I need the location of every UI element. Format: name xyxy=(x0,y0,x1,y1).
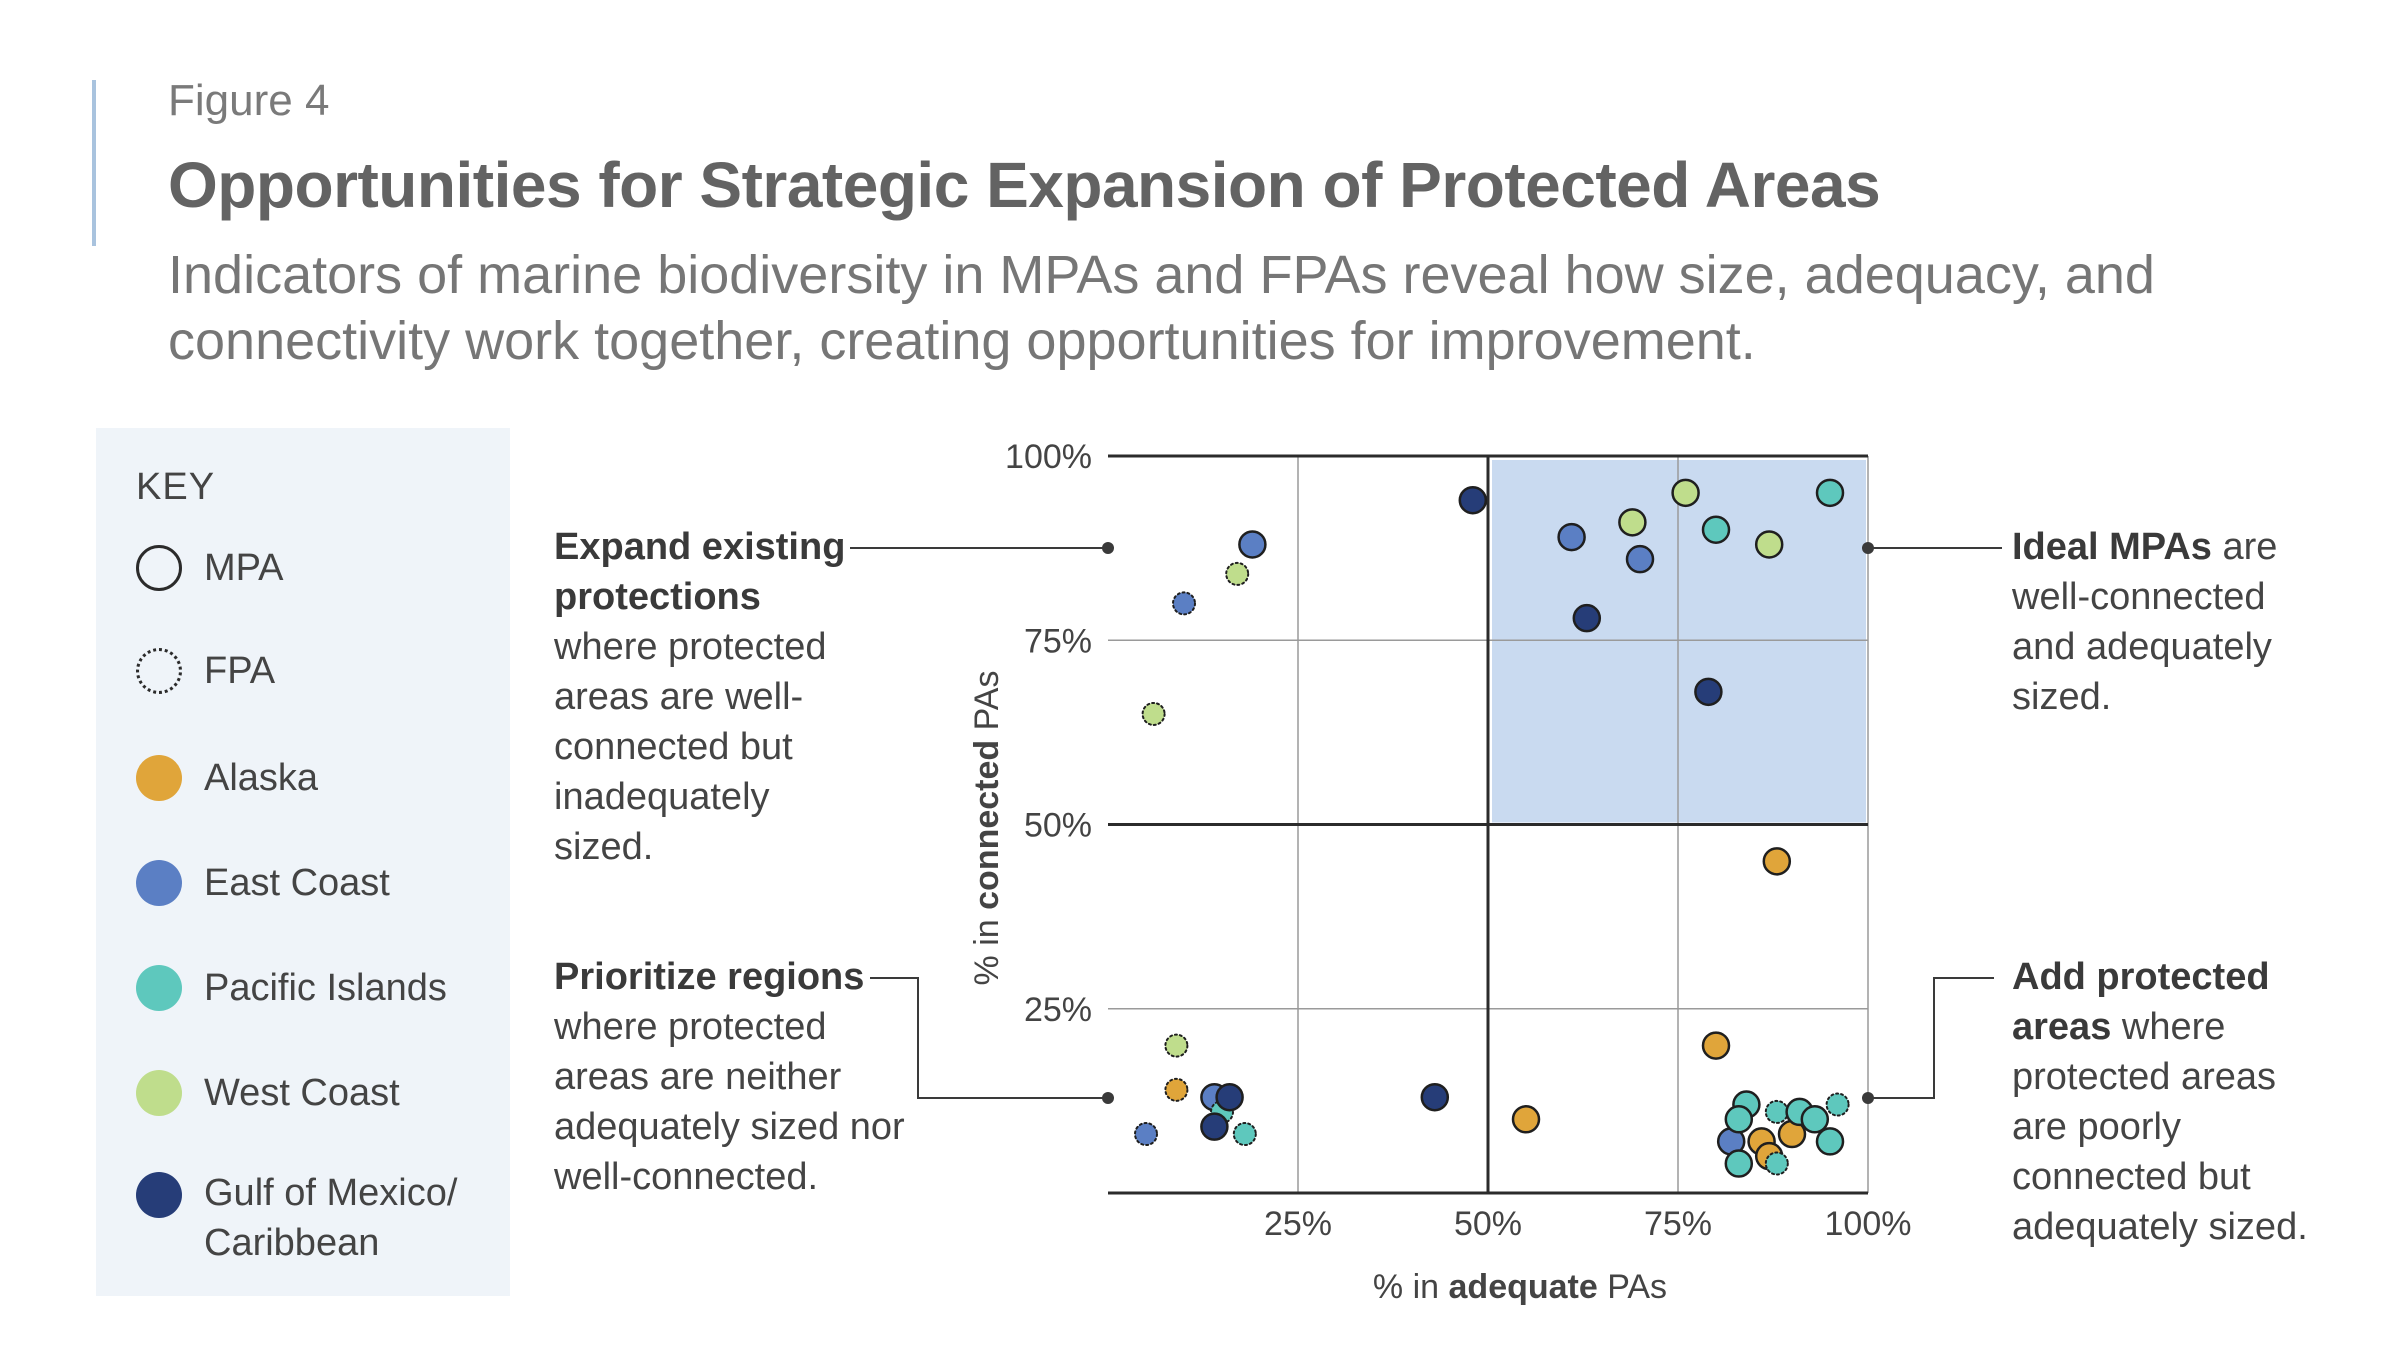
x-tick-label: 50% xyxy=(1454,1205,1522,1243)
data-point-pacific-islands-fpa xyxy=(1232,1122,1257,1147)
key-item-mpa: MPA xyxy=(136,538,284,598)
data-point-pacific-islands-fpa xyxy=(1764,1151,1789,1176)
axes xyxy=(1108,454,1868,1195)
data-point-pacific-islands-mpa xyxy=(1815,478,1845,508)
x-tick-label: 75% xyxy=(1644,1205,1712,1243)
y-axis-label-pre: % in xyxy=(968,910,1006,986)
data-point-gulf-of-mexico-caribbean-mpa xyxy=(1215,1082,1244,1112)
tick-labels: 25% 50% 75% 100% 25% 50% 75% 100% xyxy=(1005,438,1911,1243)
leader-bottom-left xyxy=(870,977,1108,1099)
key-item-west-coast: West Coast xyxy=(136,1063,400,1123)
leader-dot xyxy=(1862,542,1874,554)
data-point-alaska-fpa xyxy=(1164,1077,1189,1102)
fpa-dotted-circle-icon xyxy=(136,648,182,694)
data-point-west-coast-mpa xyxy=(1618,508,1647,537)
data-point-east-coast-mpa xyxy=(1557,522,1586,552)
data-point-pacific-islands-mpa xyxy=(1800,1105,1830,1134)
leader-dot xyxy=(1102,1092,1114,1104)
annotation-leaders xyxy=(850,542,2002,1104)
data-point-west-coast-fpa xyxy=(1164,1033,1189,1058)
east-coast-color-swatch xyxy=(136,860,182,906)
key-title: KEY xyxy=(136,466,216,508)
y-tick-label: 75% xyxy=(1024,622,1092,660)
annotation-bold: Prioritize regions xyxy=(554,956,865,998)
data-point-east-coast-fpa xyxy=(1172,591,1196,616)
annotation-text: where protected areas are well-connected… xyxy=(554,626,827,868)
annotation-bold: Ideal MPAs xyxy=(2012,526,2212,568)
figure-subtitle: Indicators of marine biodiversity in MPA… xyxy=(168,245,2155,371)
y-tick-label: 100% xyxy=(1005,438,1092,476)
annotation-ideal-mpas: Ideal MPAs are well-connected and adequa… xyxy=(2012,522,2312,722)
annotation-bold: Expand existing protections xyxy=(554,526,846,618)
data-point-alaska-mpa xyxy=(1762,847,1792,876)
key-item-pacific-islands: Pacific Islands xyxy=(136,958,447,1018)
mpa-solid-circle-icon xyxy=(136,545,182,591)
data-point-gulf-of-mexico-caribbean-mpa xyxy=(1694,677,1723,707)
annotation-text: are well-connected and adequately sized. xyxy=(2012,526,2278,718)
data-point-gulf-of-mexico-caribbean-mpa xyxy=(1572,603,1602,633)
data-point-pacific-islands-mpa xyxy=(1701,515,1731,544)
key-panel: KEY MPA FPA Alaska East Coast Pacific Is… xyxy=(96,428,510,1296)
data-point-gulf-of-mexico-caribbean-mpa xyxy=(1458,485,1488,515)
key-label: Gulf of Mexico/ Caribbean xyxy=(204,1172,458,1264)
y-axis-label-bold: connected xyxy=(968,740,1006,910)
ideal-region-highlight xyxy=(1492,460,1866,823)
data-point-alaska-mpa xyxy=(1701,1031,1731,1060)
key-label: West Coast xyxy=(204,1072,400,1114)
annotation-bold: Add protected areas xyxy=(2012,956,2270,1048)
data-point-gulf-of-mexico-caribbean-mpa xyxy=(1420,1082,1450,1112)
data-point-alaska-mpa xyxy=(1511,1105,1541,1134)
gulf-caribbean-color-swatch xyxy=(136,1172,182,1218)
data-point-pacific-islands-mpa xyxy=(1815,1127,1845,1156)
data-point-pacific-islands-mpa xyxy=(1724,1105,1754,1134)
y-axis-label: % in connected PAs xyxy=(968,671,1006,986)
x-axis-label-post: PAs xyxy=(1598,1268,1667,1306)
annotation-add-protected-areas: Add protected areas where protected area… xyxy=(2012,952,2332,1252)
key-label: MPA xyxy=(204,547,284,589)
figure-title: Opportunities for Strategic Expansion of… xyxy=(168,149,1881,221)
key-item-fpa: FPA xyxy=(136,641,275,701)
key-item-east-coast: East Coast xyxy=(136,853,390,913)
data-point-east-coast-fpa xyxy=(1134,1122,1158,1147)
annotation-prioritize-regions: Prioritize regions where protected areas… xyxy=(554,952,924,1202)
accent-bar xyxy=(92,80,96,246)
data-point-pacific-islands-mpa xyxy=(1724,1149,1754,1178)
data-point-west-coast-mpa xyxy=(1671,478,1700,508)
annotation-expand-existing: Expand existing protections where protec… xyxy=(554,522,874,872)
y-axis-label-post: PAs xyxy=(968,671,1006,740)
data-point-pacific-islands-fpa xyxy=(1764,1099,1789,1124)
data-point-gulf-of-mexico-caribbean-mpa xyxy=(1200,1112,1229,1141)
x-tick-label: 25% xyxy=(1264,1205,1332,1243)
key-label: Alaska xyxy=(204,757,319,799)
alaska-color-swatch xyxy=(136,755,182,801)
x-tick-label: 100% xyxy=(1825,1205,1912,1243)
x-axis-label: % in adequate PAs xyxy=(1373,1268,1667,1306)
figure-label: Figure 4 xyxy=(168,76,330,125)
leader-dot xyxy=(1102,542,1114,554)
data-point-east-coast-mpa xyxy=(1625,544,1655,574)
key-label: FPA xyxy=(204,650,276,692)
x-axis-label-bold: adequate xyxy=(1449,1268,1598,1306)
data-point-west-coast-fpa xyxy=(1225,561,1250,586)
key-label: East Coast xyxy=(204,862,390,904)
y-tick-label: 25% xyxy=(1024,991,1092,1029)
pacific-islands-color-swatch xyxy=(136,965,182,1011)
key-item-alaska: Alaska xyxy=(136,748,318,808)
data-point-west-coast-mpa xyxy=(1754,530,1784,559)
data-point-east-coast-mpa xyxy=(1238,530,1267,559)
y-tick-label: 50% xyxy=(1024,807,1092,845)
annotation-text: where protected areas are neither adequa… xyxy=(554,1006,905,1198)
annotation-text: where protected areas are poorly connect… xyxy=(2012,1006,2308,1248)
leader-bottom-right xyxy=(1868,977,1994,1099)
key-item-gulf-caribbean: Gulf of Mexico/ Caribbean xyxy=(136,1168,484,1278)
west-coast-color-swatch xyxy=(136,1070,182,1116)
key-label: Pacific Islands xyxy=(204,967,447,1009)
x-axis-label-pre: % in xyxy=(1373,1268,1449,1306)
data-point-west-coast-fpa xyxy=(1141,701,1166,726)
data-point-pacific-islands-fpa xyxy=(1825,1092,1850,1117)
data-points xyxy=(1134,478,1850,1178)
leader-dot xyxy=(1862,1092,1874,1104)
